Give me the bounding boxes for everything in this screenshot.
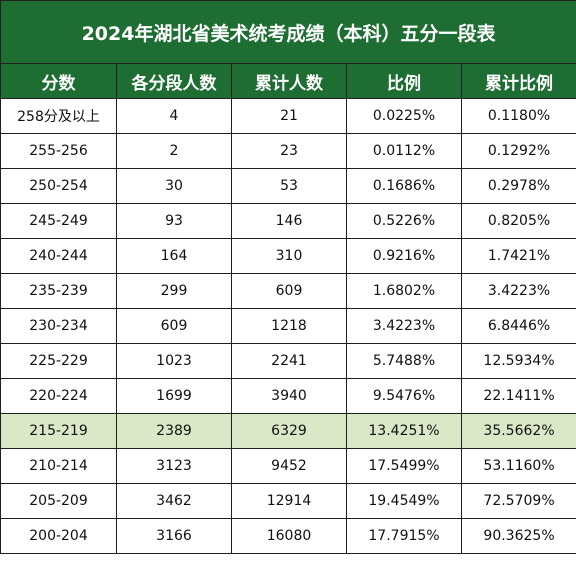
score-range-cell: 235-239 <box>0 273 117 309</box>
segment-count-cell: 1699 <box>116 378 232 414</box>
cumulative-count-cell: 1218 <box>231 308 347 344</box>
ratio-cell: 0.0225% <box>346 98 462 134</box>
column-header-score: 分数 <box>0 63 117 99</box>
table-row: 230-234 609 1218 3.4223% 6.8446% <box>0 308 576 344</box>
cumulative-count-cell: 12914 <box>231 483 347 519</box>
score-range-cell: 210-214 <box>0 448 117 484</box>
cumulative-ratio-cell: 6.8446% <box>460 308 576 344</box>
cumulative-ratio-cell: 53.1160% <box>460 448 576 484</box>
table-row: 245-249 93 146 0.5226% 0.8205% <box>0 203 576 239</box>
cumulative-count-cell: 23 <box>231 133 347 169</box>
ratio-cell: 19.4549% <box>346 483 462 519</box>
ratio-cell: 5.7488% <box>346 343 462 379</box>
header-row: 分数 各分段人数 累计人数 比例 累计比例 <box>0 63 576 99</box>
cumulative-count-cell: 53 <box>231 168 347 204</box>
score-range-cell: 205-209 <box>0 483 117 519</box>
ratio-cell: 0.1686% <box>346 168 462 204</box>
score-range-cell: 220-224 <box>0 378 117 414</box>
ratio-cell: 0.0112% <box>346 133 462 169</box>
cumulative-ratio-cell: 0.1292% <box>460 133 576 169</box>
cumulative-ratio-cell: 22.1411% <box>460 378 576 414</box>
table-row: 250-254 30 53 0.1686% 0.2978% <box>0 168 576 204</box>
segment-count-cell: 3462 <box>116 483 232 519</box>
score-range-cell: 230-234 <box>0 308 117 344</box>
table-row-highlighted: 215-219 2389 6329 13.4251% 35.5662% <box>0 413 576 449</box>
segment-count-cell: 3123 <box>116 448 232 484</box>
score-range-cell: 200-204 <box>0 518 117 554</box>
table-row: 258分及以上 4 21 0.0225% 0.1180% <box>0 98 576 134</box>
table-row: 220-224 1699 3940 9.5476% 22.1411% <box>0 378 576 414</box>
cumulative-ratio-cell: 35.5662% <box>460 413 576 449</box>
segment-count-cell: 4 <box>116 98 232 134</box>
score-range-cell: 258分及以上 <box>0 98 117 134</box>
ratio-cell: 0.5226% <box>346 203 462 239</box>
cumulative-ratio-cell: 12.5934% <box>460 343 576 379</box>
table-title: 2024年湖北省美术统考成绩（本科）五分一段表 <box>0 0 576 64</box>
segment-count-cell: 1023 <box>116 343 232 379</box>
cumulative-ratio-cell: 3.4223% <box>460 273 576 309</box>
cumulative-count-cell: 3940 <box>231 378 347 414</box>
segment-count-cell: 2 <box>116 133 232 169</box>
segment-count-cell: 164 <box>116 238 232 274</box>
cumulative-count-cell: 9452 <box>231 448 347 484</box>
cumulative-count-cell: 16080 <box>231 518 347 554</box>
score-range-cell: 225-229 <box>0 343 117 379</box>
cumulative-ratio-cell: 0.1180% <box>460 98 576 134</box>
column-header-cumulative-count: 累计人数 <box>231 63 347 99</box>
cumulative-count-cell: 2241 <box>231 343 347 379</box>
score-range-cell: 250-254 <box>0 168 117 204</box>
ratio-cell: 17.5499% <box>346 448 462 484</box>
cumulative-count-cell: 6329 <box>231 413 347 449</box>
segment-count-cell: 609 <box>116 308 232 344</box>
cumulative-count-cell: 146 <box>231 203 347 239</box>
column-header-ratio: 比例 <box>346 63 462 99</box>
cumulative-ratio-cell: 0.2978% <box>460 168 576 204</box>
score-range-cell: 245-249 <box>0 203 117 239</box>
score-range-cell: 215-219 <box>0 413 117 449</box>
cumulative-ratio-cell: 0.8205% <box>460 203 576 239</box>
ratio-cell: 3.4223% <box>346 308 462 344</box>
table-row: 205-209 3462 12914 19.4549% 72.5709% <box>0 483 576 519</box>
cumulative-count-cell: 21 <box>231 98 347 134</box>
segment-count-cell: 299 <box>116 273 232 309</box>
ratio-cell: 17.7915% <box>346 518 462 554</box>
table-body: 258分及以上 4 21 0.0225% 0.1180% 255-256 2 23 0.0112… <box>0 98 576 554</box>
table-row: 225-229 1023 2241 5.7488% 12.5934% <box>0 343 576 379</box>
ratio-cell: 0.9216% <box>346 238 462 274</box>
column-header-segment-count: 各分段人数 <box>116 63 232 99</box>
ratio-cell: 9.5476% <box>346 378 462 414</box>
column-header-cumulative-ratio: 累计比例 <box>460 63 576 99</box>
table-row: 200-204 3166 16080 17.7915% 90.3625% <box>0 518 576 554</box>
table-row: 235-239 299 609 1.6802% 3.4223% <box>0 273 576 309</box>
table-row: 210-214 3123 9452 17.5499% 53.1160% <box>0 448 576 484</box>
segment-count-cell: 93 <box>116 203 232 239</box>
cumulative-count-cell: 609 <box>231 273 347 309</box>
table-row: 240-244 164 310 0.9216% 1.7421% <box>0 238 576 274</box>
score-distribution-table: 2024年湖北省美术统考成绩（本科）五分一段表 分数 各分段人数 累计人数 比例… <box>0 0 576 554</box>
cumulative-ratio-cell: 1.7421% <box>460 238 576 274</box>
cumulative-ratio-cell: 90.3625% <box>460 518 576 554</box>
ratio-cell: 13.4251% <box>346 413 462 449</box>
ratio-cell: 1.6802% <box>346 273 462 309</box>
segment-count-cell: 3166 <box>116 518 232 554</box>
cumulative-count-cell: 310 <box>231 238 347 274</box>
table-row: 255-256 2 23 0.0112% 0.1292% <box>0 133 576 169</box>
cumulative-ratio-cell: 72.5709% <box>460 483 576 519</box>
segment-count-cell: 2389 <box>116 413 232 449</box>
segment-count-cell: 30 <box>116 168 232 204</box>
score-range-cell: 240-244 <box>0 238 117 274</box>
score-range-cell: 255-256 <box>0 133 117 169</box>
